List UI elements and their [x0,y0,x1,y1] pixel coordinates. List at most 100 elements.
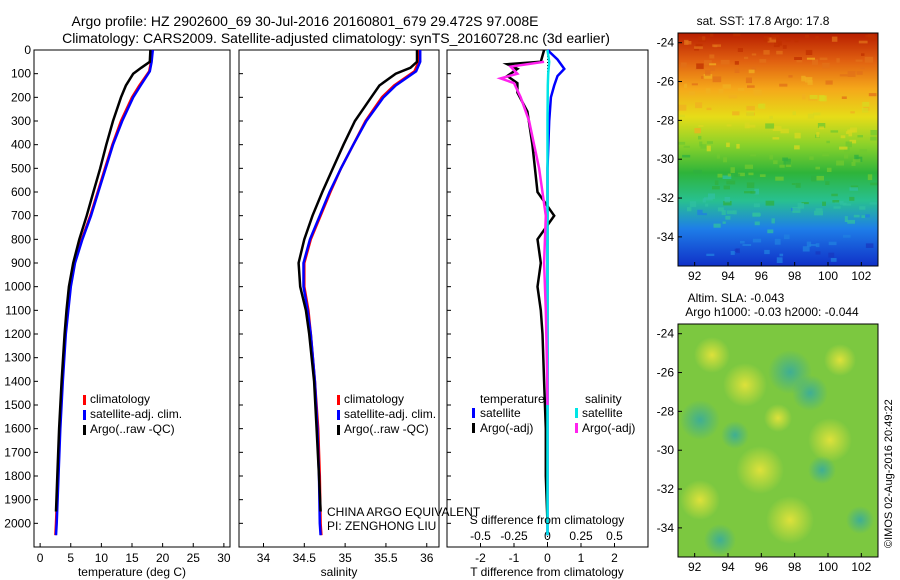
x-tick-label: 10 [95,551,109,565]
series-line-salinity-argo-adj- [496,60,549,406]
y-tick-label: 600 [11,185,31,199]
x-tick-label: 34.5 [293,551,317,565]
sst-texture-cell [751,66,756,70]
sst-texture-cell [849,187,858,191]
x-tick-label: 30 [217,551,231,565]
series-line-satellite-adj-clim- [302,50,422,536]
sst-texture-cell [725,215,731,220]
sst-texture-cell [842,203,852,206]
sla-map: 92 94 96 98 100 102 -24 -26 -28 -30 -32 -34 [657,323,879,574]
sla-high-patch [764,404,792,432]
difference-legend: temperature salinity satellite Argo(-adj… [472,392,635,435]
sst-texture-cell [870,136,877,141]
series-line-temperature-satellite [546,49,566,536]
sst-texture-cell [819,57,828,61]
sst-texture-cell [792,207,801,213]
sst-texture-cell [847,219,855,224]
sst-texture-cell [794,57,802,60]
sst-texture-cell [712,186,720,190]
map-y-tick-label: -30 [657,152,675,166]
sst-texture-cell [687,207,692,212]
sst-texture-cell [868,93,877,97]
sst-texture-cell [817,123,826,128]
sst-texture-cell [747,124,756,128]
sst-texture-cell [678,141,686,145]
map-x-tick-label: 92 [688,269,702,283]
sst-texture-cell [841,96,847,99]
sst-texture-cell [680,62,687,68]
sst-texture-cell [831,193,838,197]
sst-texture-cell [847,129,856,133]
sst-texture-cell [845,141,852,148]
sst-texture-cell [840,202,847,205]
sst-texture-cell [815,36,819,40]
sst-texture-cell [748,69,755,74]
sst-texture-cell [737,48,743,52]
y-tick-label: 1300 [4,351,31,365]
sst-texture-cell [809,244,817,247]
salinity-plot [297,50,422,536]
sst-texture-cell [834,200,844,204]
sst-texture-cell [759,174,766,177]
series-line-argo-raw-qc- [297,50,419,512]
legend-swatch-satellite [337,410,340,420]
sst-texture-cell [833,206,841,209]
sst-texture-cell [776,50,783,55]
y-tick-label: 1500 [4,398,31,412]
sst-texture-cell [816,132,820,138]
sst-texture-cell [754,221,760,226]
map-x-tick-label: 94 [721,269,735,283]
sst-texture-cell [839,146,848,150]
sst-texture-cell [738,172,745,177]
x-tick-label: -2 [475,551,486,565]
sst-texture-cell [858,40,868,44]
sst-texture-cell [703,74,713,79]
sst-texture-cell [746,111,755,117]
sst-map-frame [677,32,879,267]
sst-texture-cell [825,181,830,185]
series-line-satellite-adj-clim- [54,49,155,536]
map-x-tick-label: 92 [688,560,702,574]
sst-texture-cell [861,53,865,56]
temperature-panel-frame [33,49,231,548]
sst-texture-cell [706,141,713,144]
sst-texture-cell [870,130,877,136]
x-tick-label: 35 [338,551,352,565]
x-tick-label-salinity: -0.25 [500,529,528,543]
sst-texture-cell [865,34,872,38]
sst-texture-cell [856,71,863,75]
sst-texture-cell [689,91,696,96]
x-tick-label-salinity: -0.5 [470,529,491,543]
sst-texture-cell [706,253,715,256]
sst-texture-cell [771,35,780,40]
map-x-tick-label: 98 [788,560,802,574]
temperature-plot [54,49,155,536]
sst-texture-cell [830,130,839,133]
sst-texture-cell [705,70,711,76]
series-line-temperature-argo-adj- [502,49,556,524]
sst-texture-cell [862,107,869,113]
sst-texture-cell [794,132,801,139]
series-line-climatology [303,50,420,536]
sst-texture-cell [782,44,787,49]
sst-texture-cell [854,154,859,160]
sst-texture-cell [849,196,855,201]
sst-texture-cell [695,43,703,49]
sst-texture-cell [779,253,784,257]
sst-texture-cell [697,209,703,216]
sla-high-patch [680,480,720,520]
sst-texture-cell [718,88,724,94]
map-x-tick-label: 100 [818,269,838,283]
sst-texture-cell [736,143,740,149]
sla-high-patch [723,363,767,407]
sst-texture-cell [747,85,755,88]
sst-texture-cell [806,241,812,247]
difference-xlabel-top: S difference from climatology [470,513,625,527]
sst-texture-cell [769,115,773,119]
legend-label-temp-satellite: satellite [480,406,521,420]
sst-texture-cell [844,152,849,159]
sst-texture-cell [744,122,750,129]
sst-texture-cell [826,167,832,172]
